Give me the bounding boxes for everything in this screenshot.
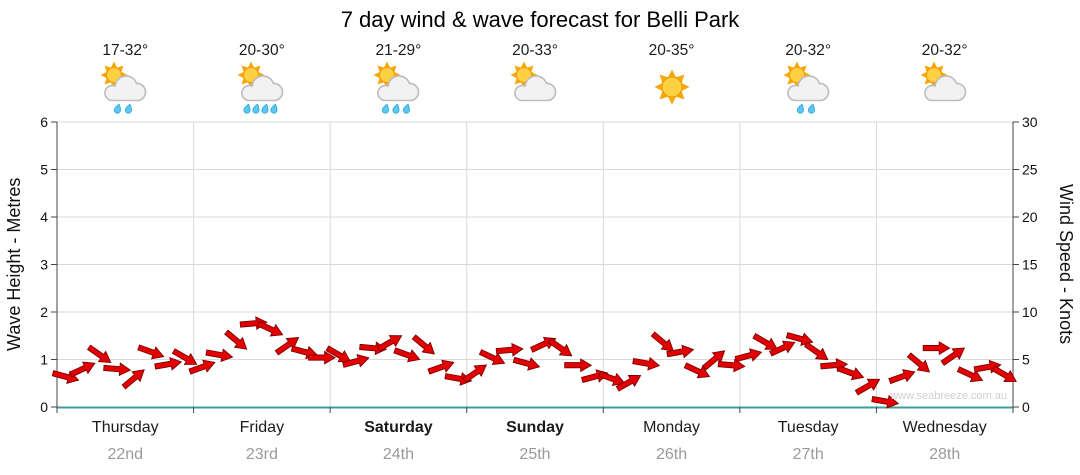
wind-arrow xyxy=(769,340,796,357)
date-label: 28th xyxy=(929,446,961,463)
wind-arrow xyxy=(393,347,421,363)
wind-arrow xyxy=(547,337,573,357)
sun-cloud-rain-icon xyxy=(100,61,147,114)
day-label: Friday xyxy=(239,419,285,436)
wind-arrow xyxy=(171,348,198,365)
temp-range: 21-29° xyxy=(375,42,422,59)
wind-arrow xyxy=(444,372,473,386)
wind-arrow xyxy=(615,374,642,392)
right-y-tick-label: 15 xyxy=(1022,257,1038,273)
wind-arrow xyxy=(478,349,506,366)
right-y-tick-label: 25 xyxy=(1022,162,1038,178)
wind-arrow xyxy=(854,378,881,396)
wind-arrow xyxy=(154,356,183,371)
wind-arrow xyxy=(871,394,900,409)
sun-cloud-icon xyxy=(920,61,967,102)
sun-icon xyxy=(654,69,690,105)
wind-arrow xyxy=(752,333,778,350)
wind-arrow xyxy=(411,334,436,355)
wind-arrow xyxy=(224,329,248,350)
left-y-tick-label: 1 xyxy=(40,352,48,368)
wind-arrow xyxy=(803,341,829,361)
temp-range: 20-35° xyxy=(648,42,695,59)
sun-cloud-rain-icon xyxy=(783,61,830,114)
date-label: 22nd xyxy=(107,446,144,463)
wind-arrow xyxy=(956,366,984,383)
wind-arrow xyxy=(308,350,336,365)
wind-arrow xyxy=(205,348,234,363)
wind-arrow xyxy=(121,369,145,390)
wind-arrow xyxy=(376,335,403,352)
day-label: Saturday xyxy=(364,419,433,436)
wind-arrow xyxy=(650,331,675,352)
day-label: Wednesday xyxy=(902,419,987,436)
wind-arrow xyxy=(991,365,1017,383)
temp-range: 20-32° xyxy=(785,42,832,59)
right-y-tick-label: 30 xyxy=(1022,114,1038,130)
temp-range: 20-30° xyxy=(238,42,285,59)
left-y-tick-label: 3 xyxy=(40,257,48,273)
watermark: www.seabreeze.com.au xyxy=(889,390,1007,402)
date-label: 26th xyxy=(655,446,688,463)
temp-range: 20-32° xyxy=(921,42,968,59)
temp-range: 20-33° xyxy=(512,42,558,59)
right-y-tick-label: 0 xyxy=(1022,399,1030,415)
wind-arrow xyxy=(632,356,661,371)
sun-cloud-rain-icon xyxy=(237,61,284,114)
wind-arrow xyxy=(256,320,284,337)
date-label: 25th xyxy=(519,446,551,463)
left-y-tick-label: 5 xyxy=(40,162,48,178)
sun-cloud-rain-icon xyxy=(373,61,420,114)
day-label: Monday xyxy=(643,419,701,436)
day-label: Sunday xyxy=(506,419,564,436)
wind-arrow xyxy=(598,371,626,386)
wind-arrows xyxy=(51,316,1017,409)
axes xyxy=(51,121,1019,413)
date-label: 27th xyxy=(792,446,824,463)
day-label: Thursday xyxy=(91,419,159,436)
left-y-tick-label: 4 xyxy=(40,209,48,225)
wind-arrow xyxy=(495,342,524,357)
wind-arrow xyxy=(427,359,455,375)
wind-arrow xyxy=(666,344,695,359)
wind-arrow xyxy=(137,344,165,360)
chart-title: 7 day wind & wave forecast for Belli Par… xyxy=(340,7,740,32)
wind-arrow xyxy=(702,350,726,371)
sun-cloud-icon xyxy=(510,61,557,102)
wind-arrow xyxy=(717,358,746,373)
wind-arrow xyxy=(922,341,951,356)
date-label: 23rd xyxy=(245,446,278,463)
left-y-tick-label: 6 xyxy=(40,114,48,130)
wind-arrow xyxy=(837,365,865,381)
wind-arrow xyxy=(462,364,488,384)
wind-arrow xyxy=(342,353,370,368)
wind-arrow xyxy=(734,348,763,363)
right-y-tick-label: 5 xyxy=(1022,352,1030,368)
wind-arrow xyxy=(940,347,966,366)
left-y-tick-label: 2 xyxy=(40,304,48,320)
wind-arrow xyxy=(188,359,216,375)
day-label: Tuesday xyxy=(777,419,839,436)
wind-arrow xyxy=(274,337,300,356)
wind-arrow xyxy=(86,344,112,364)
wind-arrow xyxy=(888,369,916,385)
temp-range: 17-32° xyxy=(102,42,149,59)
wind-arrow xyxy=(683,362,711,379)
wind-arrow xyxy=(103,362,132,377)
wind-arrow xyxy=(69,361,96,378)
date-label: 24th xyxy=(382,446,414,463)
right-y-tick-label: 10 xyxy=(1022,304,1038,320)
wind-arrow xyxy=(512,356,541,371)
tick-labels: 0 1 2 3 4 5 6 0 5 10 15 20 25 30 xyxy=(40,114,1038,415)
wind-arrow xyxy=(906,352,931,373)
left-y-tick-label: 0 xyxy=(40,399,48,415)
right-y-tick-label: 20 xyxy=(1022,209,1038,225)
right-axis-title: Wind Speed - Knots xyxy=(1056,184,1076,345)
wind-arrow xyxy=(564,358,593,373)
